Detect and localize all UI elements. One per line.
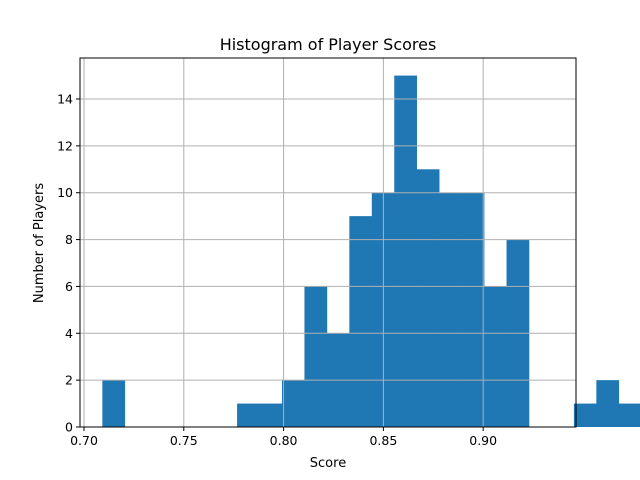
y-tick-label: 0 [65, 420, 73, 435]
histogram-bar [618, 403, 640, 427]
histogram-bar [596, 380, 620, 427]
histogram-bar [394, 75, 418, 428]
x-tick-label: 0.70 [70, 433, 98, 448]
x-tick-label: 0.85 [369, 433, 397, 448]
histogram-bar [237, 403, 260, 427]
histogram-bars [102, 75, 640, 428]
plot-frame [79, 57, 577, 428]
x-tick-label: 0.75 [170, 433, 198, 448]
x-tick-label: 0.90 [469, 433, 497, 448]
y-axis-label: Number of Players [32, 183, 47, 303]
x-tick-label: 0.80 [270, 433, 298, 448]
x-axis-ticks: 0.70 0.75 0.80 0.85 0.90 [70, 427, 497, 448]
chart-title: Histogram of Player Scores [220, 35, 437, 54]
histogram-bar [484, 286, 507, 427]
y-tick-label: 8 [65, 232, 73, 247]
histogram-bar [461, 192, 485, 427]
y-tick-label: 4 [65, 326, 73, 341]
y-tick-label: 10 [57, 185, 73, 200]
x-axis-label: Score [310, 456, 346, 471]
y-tick-label: 14 [57, 92, 73, 107]
histogram-bar [573, 403, 597, 427]
histogram-bar [102, 380, 126, 427]
histogram-bar [439, 192, 462, 427]
histogram-bar [304, 286, 328, 427]
histogram-bar [259, 403, 283, 427]
histogram-bar [416, 169, 440, 428]
histogram-bar [281, 380, 305, 427]
y-tick-label: 2 [65, 373, 73, 388]
y-tick-label: 12 [57, 138, 73, 153]
y-axis-ticks: 0 2 4 6 8 10 12 14 [57, 92, 80, 435]
y-tick-label: 6 [65, 279, 73, 294]
histogram-bar [349, 216, 373, 427]
